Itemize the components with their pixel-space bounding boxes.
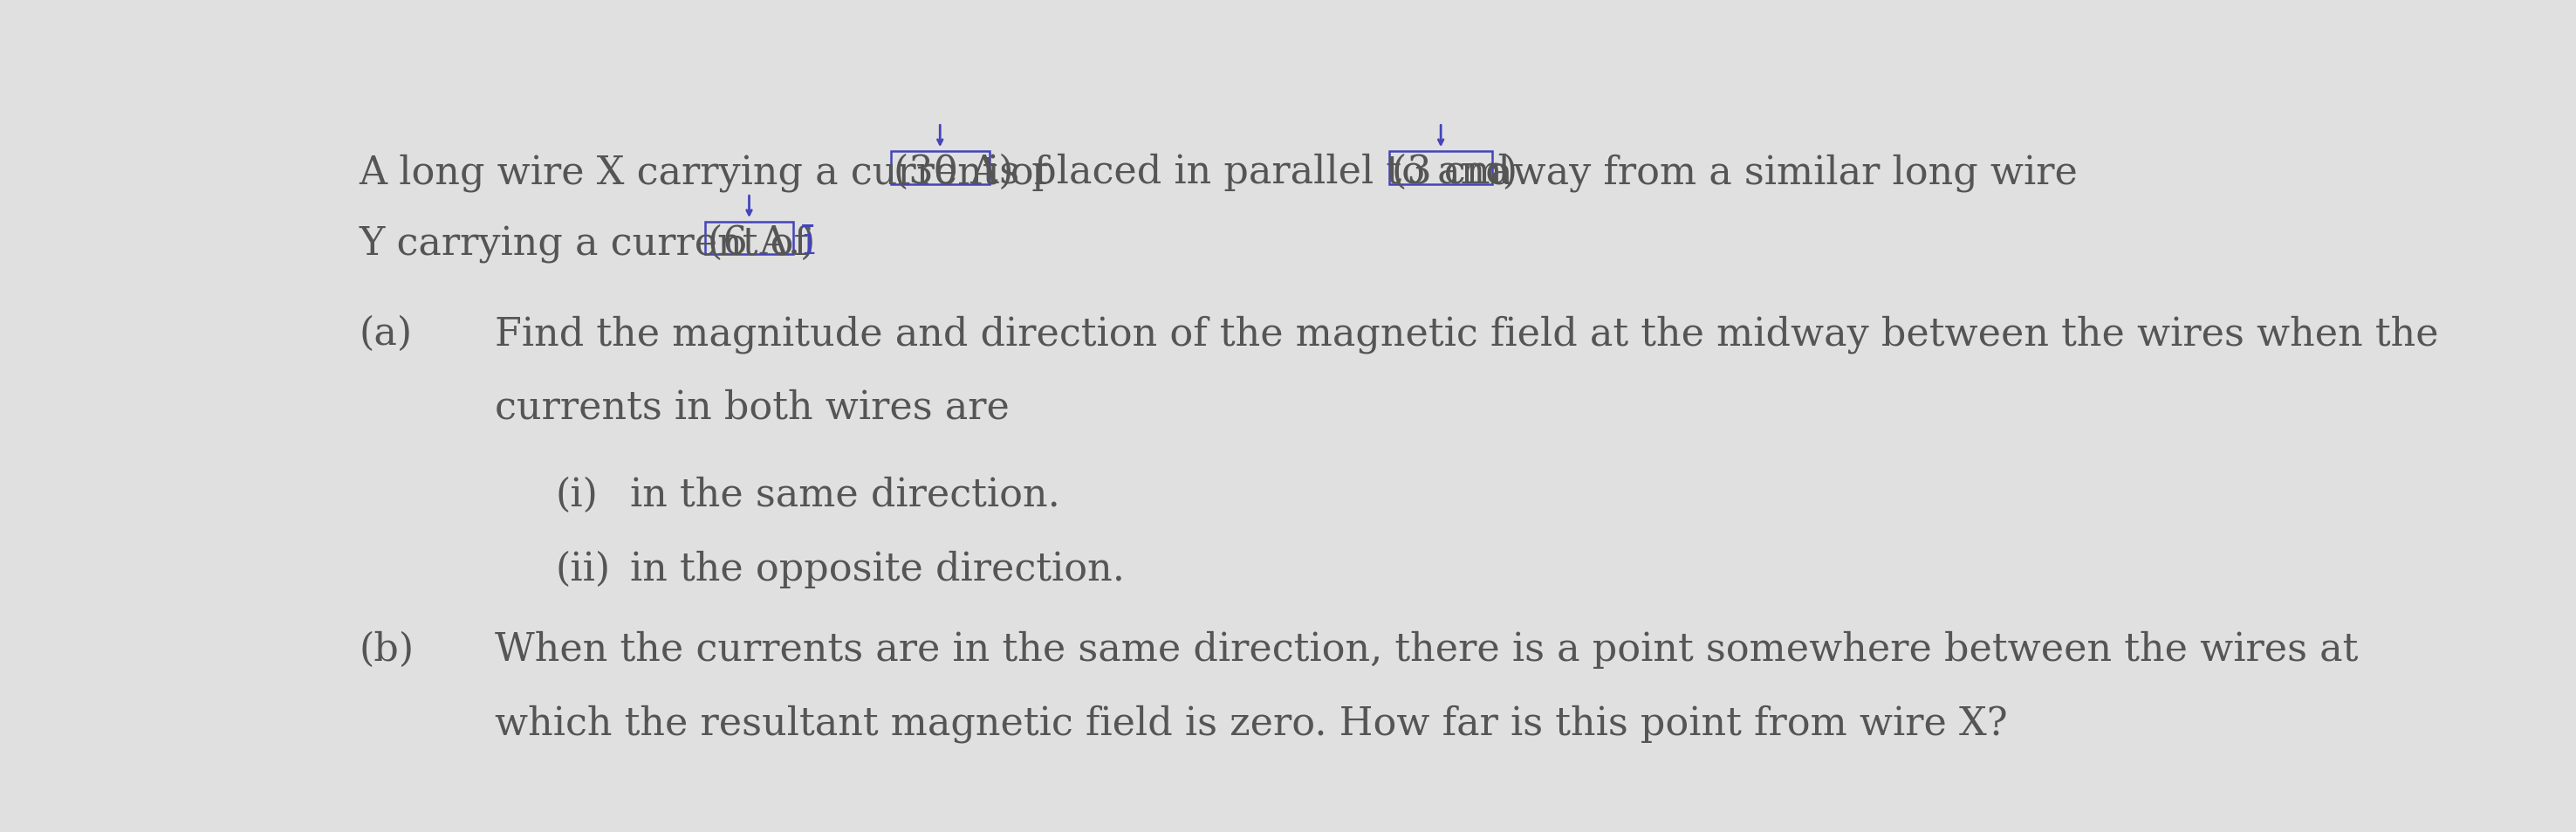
Text: Y carrying a current of: Y carrying a current of [358,224,809,262]
Text: ī: ī [791,224,817,262]
Text: (30 A): (30 A) [894,154,1012,191]
Text: (a): (a) [358,314,412,353]
Text: which the resultant magnetic field is zero. How far is this point from wire X?: which the resultant magnetic field is ze… [495,704,2007,742]
Bar [1388,151,1492,185]
Text: When the currents are in the same direction, there is a point somewhere between : When the currents are in the same direct… [495,631,2357,668]
Text: (3 cm): (3 cm) [1391,154,1517,191]
Text: in the same direction.: in the same direction. [629,476,1059,513]
Text: (i): (i) [556,476,598,513]
Bar [706,222,793,255]
Text: (ii): (ii) [556,550,611,587]
Text: is placed in parallel to and: is placed in parallel to and [987,154,1510,191]
Text: A long wire X carrying a current of: A long wire X carrying a current of [358,154,1048,191]
Bar [891,151,989,185]
Text: (b): (b) [358,631,415,668]
Text: in the opposite direction.: in the opposite direction. [629,550,1123,587]
Text: Find the magnitude and direction of the magnetic field at the midway between the: Find the magnitude and direction of the … [495,314,2439,353]
Text: currents in both wires are: currents in both wires are [495,389,1010,426]
Text: away from a similar long wire: away from a similar long wire [1489,154,2079,191]
Text: (6 A.): (6 A.) [708,224,814,262]
